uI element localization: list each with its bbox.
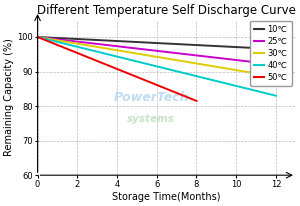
Text: systems: systems [127, 114, 175, 124]
Y-axis label: Remaining Capacity (%): Remaining Capacity (%) [4, 39, 14, 156]
Legend: 10℃, 25℃, 30℃, 40℃, 50℃: 10℃, 25℃, 30℃, 40℃, 50℃ [250, 21, 292, 86]
Title: Different Temperature Self Discharge Curve: Different Temperature Self Discharge Cur… [37, 4, 296, 17]
Text: PowerTech: PowerTech [113, 91, 189, 104]
X-axis label: Storage Time(Months): Storage Time(Months) [112, 192, 221, 202]
